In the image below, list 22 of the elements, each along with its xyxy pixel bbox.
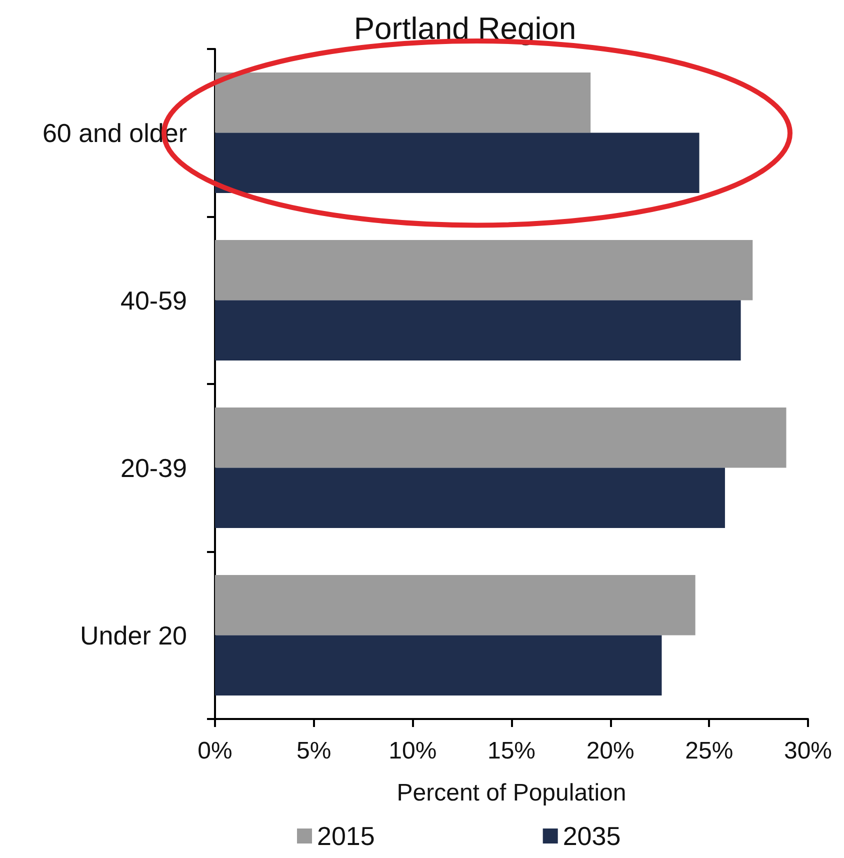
bar (215, 132, 700, 194)
x-tick-label: 30% (784, 738, 832, 764)
bar (215, 72, 591, 133)
bar (215, 635, 662, 696)
bar (215, 407, 786, 468)
bar (215, 574, 696, 636)
x-tick-label: 0% (198, 738, 232, 764)
x-tick-label: 10% (388, 738, 437, 764)
y-tick-label: Under 20 (80, 620, 187, 650)
y-tick-label: 40-59 (120, 285, 187, 316)
legend-label: 2035 (562, 821, 621, 851)
bar (215, 300, 741, 361)
x-tick-label: 25% (685, 738, 734, 764)
x-tick-label: 15% (487, 738, 536, 764)
y-tick-label: 20-39 (120, 452, 187, 483)
legend-label: 2015 (317, 821, 375, 851)
x-tick-label: 5% (296, 738, 332, 764)
bar (215, 468, 725, 528)
x-axis-title: Percent of Population (396, 780, 626, 806)
bar (215, 240, 753, 300)
x-tick-label: 20% (586, 738, 634, 764)
chart-title: Portland Region (354, 11, 576, 46)
